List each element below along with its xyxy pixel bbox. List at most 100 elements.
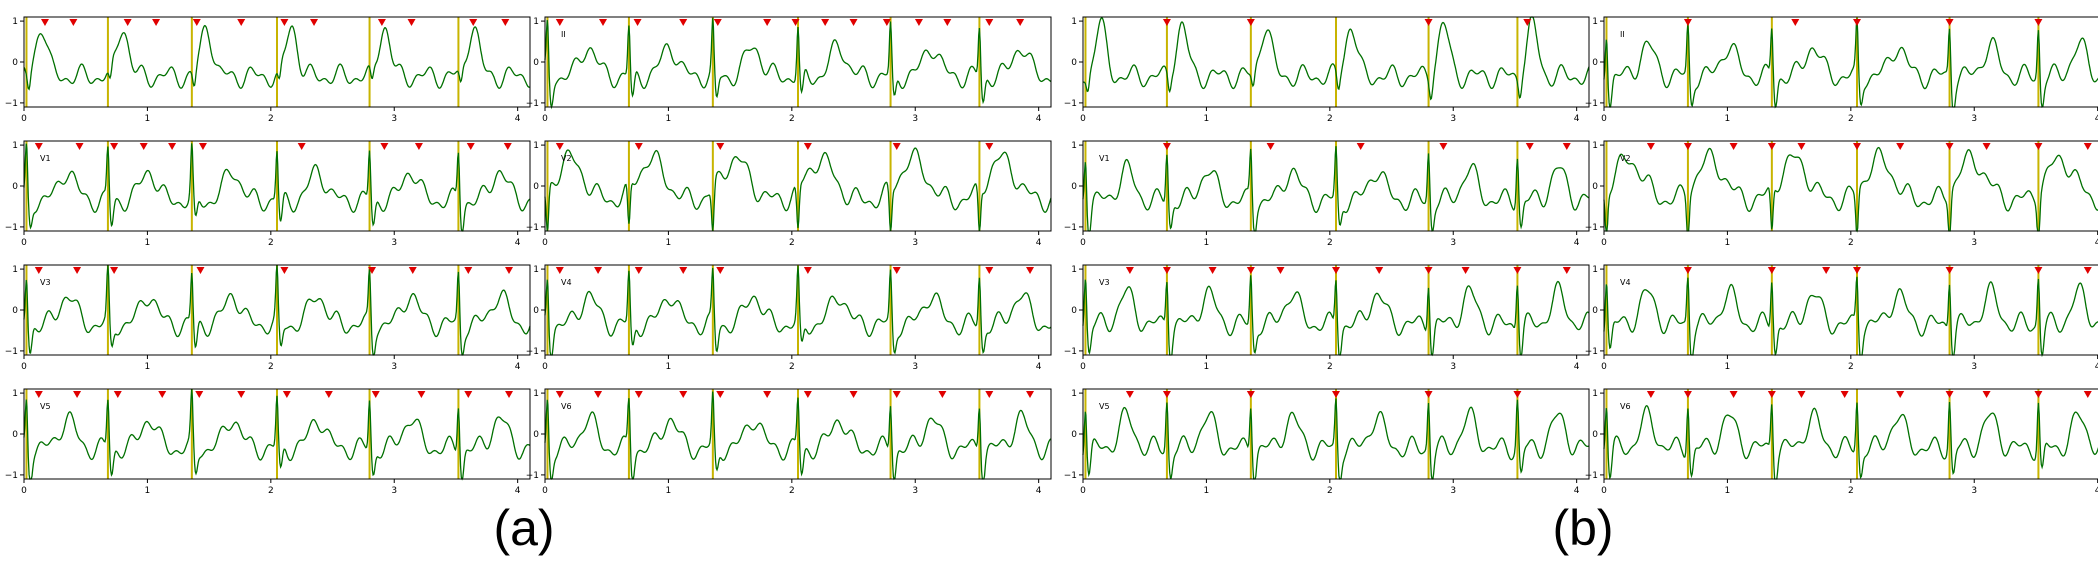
peak-marker [1945, 143, 1954, 150]
y-tick-label: −1 [1585, 99, 1598, 109]
x-tick-label: 3 [912, 362, 918, 372]
ecg-trace [23, 388, 531, 481]
peak-marker [192, 19, 201, 26]
peak-marker [985, 267, 994, 274]
x-tick-label: 3 [912, 114, 918, 124]
y-tick-label: −1 [1585, 347, 1598, 357]
peak-marker [1683, 19, 1692, 26]
peak-marker [679, 19, 688, 26]
ecg-trace [1082, 398, 1590, 480]
y-tick-label: 0 [1071, 306, 1077, 316]
peak-marker [943, 19, 952, 26]
x-tick-label: 1 [1725, 114, 1731, 124]
peak-marker [716, 267, 725, 274]
x-tick-label: 2 [789, 362, 795, 372]
lead-label: II [1620, 30, 1625, 39]
peak-marker [1424, 391, 1433, 398]
peak-marker [1646, 391, 1655, 398]
x-tick-label: 2 [268, 238, 274, 248]
peak-marker [237, 19, 246, 26]
x-tick-label: 1 [145, 362, 151, 372]
peak-marker [464, 267, 473, 274]
peak-marker [1853, 143, 1861, 150]
y-tick-label: 1 [1592, 141, 1598, 151]
peak-marker [1853, 267, 1861, 274]
peak-marker [1162, 19, 1171, 26]
lead-label: V3 [40, 278, 51, 287]
peak-marker [1525, 143, 1534, 150]
peak-marker [1208, 267, 1217, 274]
peak-marker [1461, 267, 1470, 274]
x-tick-label: 3 [912, 486, 918, 496]
y-tick-label: −1 [1585, 223, 1598, 233]
y-tick-label: 1 [12, 141, 18, 151]
x-tick-label: 3 [1450, 362, 1456, 372]
peak-marker [938, 391, 947, 398]
y-tick-label: 1 [533, 17, 539, 27]
ecg-trace [544, 147, 1052, 232]
x-tick-label: 2 [1327, 486, 1333, 496]
peak-marker [1945, 267, 1954, 274]
peak-marker [1683, 143, 1692, 150]
peak-marker [1797, 391, 1806, 398]
peak-marker [110, 143, 119, 150]
peak-marker [196, 267, 205, 274]
peak-marker [1896, 143, 1905, 150]
x-tick-label: 4 [2095, 114, 2098, 124]
x-tick-label: 0 [1080, 486, 1086, 496]
x-tick-label: 3 [1971, 362, 1977, 372]
x-tick-label: 0 [1080, 114, 1086, 124]
x-tick-label: 0 [542, 486, 548, 496]
peak-marker [634, 143, 643, 150]
peak-marker [1896, 391, 1905, 398]
peak-marker [1439, 143, 1448, 150]
y-tick-label: 1 [12, 389, 18, 399]
x-tick-label: 2 [1848, 486, 1854, 496]
peak-marker [679, 267, 688, 274]
peak-marker [2034, 267, 2043, 274]
x-tick-label: 3 [1450, 238, 1456, 248]
peak-marker [280, 267, 289, 274]
x-tick-label: 4 [1036, 238, 1042, 248]
x-tick-label: 0 [21, 486, 27, 496]
peak-marker [1332, 391, 1340, 398]
peak-marker [407, 19, 416, 26]
peak-marker [152, 19, 161, 26]
peak-marker [2083, 267, 2092, 274]
y-tick-label: 0 [1592, 182, 1598, 192]
peak-marker [40, 19, 49, 26]
peak-marker [1683, 391, 1692, 398]
peak-marker [594, 267, 603, 274]
x-tick-label: 3 [391, 362, 397, 372]
peak-marker [1562, 143, 1571, 150]
peak-marker [1266, 143, 1275, 150]
peak-marker [505, 267, 514, 274]
peak-marker [1246, 391, 1255, 398]
lead-label: V2 [1620, 154, 1631, 163]
peak-marker [1729, 391, 1738, 398]
lead-label: V5 [1099, 402, 1110, 411]
x-tick-label: 0 [542, 114, 548, 124]
x-tick-label: 4 [1036, 486, 1042, 496]
y-tick-label: 0 [1071, 430, 1077, 440]
x-tick-label: 4 [2095, 486, 2098, 496]
peak-marker [803, 391, 812, 398]
x-tick-label: 1 [1725, 238, 1731, 248]
peak-marker [555, 19, 564, 26]
x-tick-label: 0 [1601, 486, 1607, 496]
peak-marker [237, 391, 246, 398]
peak-marker [168, 143, 177, 150]
lead-label: V1 [40, 154, 51, 163]
caption-a: (a) [493, 500, 554, 556]
y-tick-label: 1 [12, 265, 18, 275]
x-tick-label: 1 [1725, 362, 1731, 372]
peak-marker [466, 143, 475, 150]
lead-label: V4 [561, 278, 572, 287]
lead-label: V1 [1099, 154, 1110, 163]
peak-marker [1246, 19, 1255, 26]
x-tick-label: 2 [268, 114, 274, 124]
